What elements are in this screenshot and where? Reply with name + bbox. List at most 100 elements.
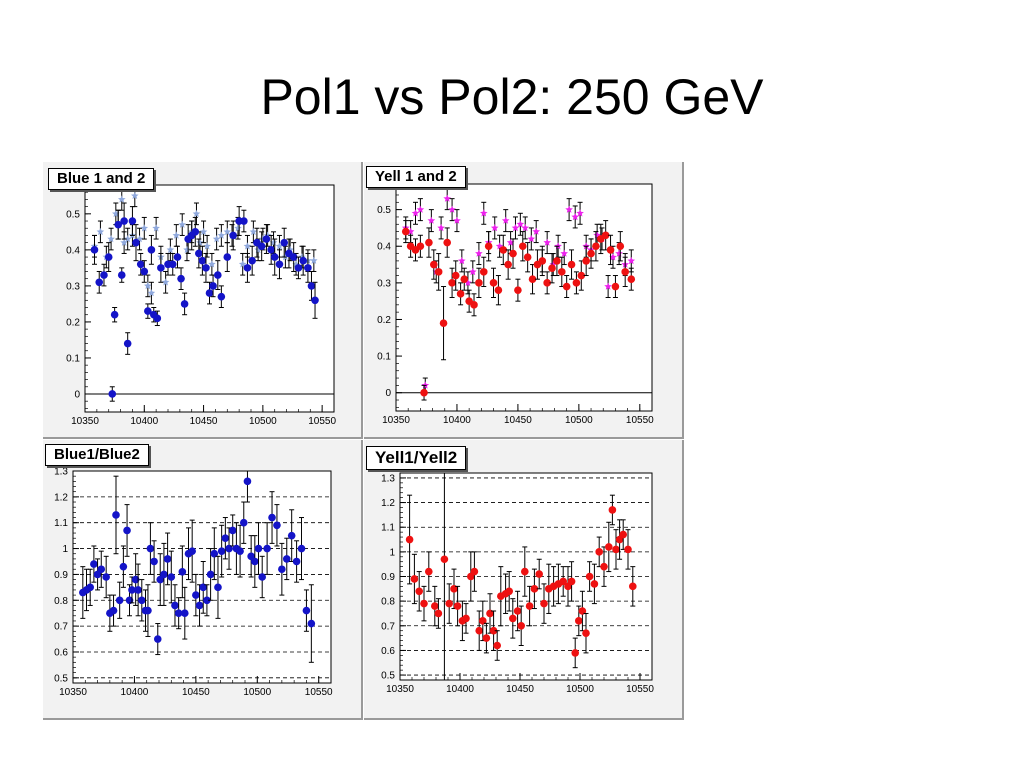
data-point — [619, 530, 627, 539]
data-point — [595, 548, 603, 556]
data-point — [214, 583, 222, 592]
data-point — [161, 278, 170, 286]
data-point — [173, 253, 182, 261]
data-point — [248, 256, 256, 265]
data-point — [516, 220, 525, 228]
data-point — [209, 282, 217, 290]
data-point — [136, 260, 145, 269]
data-point — [530, 585, 539, 593]
x-tick-label: 10500 — [566, 684, 594, 695]
data-point — [571, 649, 579, 657]
data-point — [425, 238, 433, 247]
data-point — [160, 570, 168, 579]
data-point — [506, 238, 515, 246]
data-point — [147, 246, 156, 254]
data-point — [278, 565, 286, 574]
data-point — [490, 223, 499, 232]
data-point — [270, 253, 279, 261]
data-point — [120, 217, 128, 225]
data-point — [289, 253, 298, 261]
data-point — [460, 275, 469, 283]
data-point — [429, 260, 438, 269]
data-point — [302, 606, 311, 615]
data-point — [239, 518, 248, 527]
data-point — [152, 224, 160, 232]
data-point — [199, 583, 208, 592]
data-point — [181, 609, 189, 617]
data-point — [605, 543, 613, 551]
y-tick-label: 1.2 — [54, 492, 68, 503]
data-point — [212, 235, 221, 243]
data-point — [543, 279, 551, 287]
data-point — [192, 591, 200, 599]
data-point — [167, 573, 176, 581]
data-point — [110, 310, 119, 319]
data-point — [192, 209, 201, 218]
data-point — [434, 609, 443, 618]
x-tick-label: 10550 — [308, 416, 336, 427]
data-point — [96, 227, 105, 236]
x-tick-label: 10550 — [626, 415, 654, 426]
data-point — [486, 609, 494, 618]
data-point — [140, 224, 149, 232]
data-point — [251, 557, 259, 566]
chart-title: Blue 1 and 2 — [48, 168, 155, 190]
panel-yell-1-and-2: 0 0.1 0.2 0.3 0.4 0.5 10350 10400 10450 10500 1055… — [364, 162, 684, 439]
y-tick-label: 1.1 — [54, 518, 68, 529]
data-point — [521, 223, 529, 232]
chart-blue1-blue2: 0.5 0.6 0.7 0.8 0.9 1 1.1 1.2 1.3 10350 10400 10450… — [54, 467, 333, 699]
data-point — [557, 268, 566, 276]
data-point — [240, 217, 248, 225]
data-point — [420, 388, 428, 397]
y-tick-label: 0.8 — [54, 596, 68, 607]
data-point — [405, 535, 414, 544]
data-point — [86, 583, 94, 592]
y-tick-label: 0.6 — [381, 646, 395, 657]
data-point — [600, 562, 608, 571]
data-point — [223, 227, 232, 236]
data-point — [475, 279, 483, 287]
data-point — [198, 256, 207, 265]
y-tick-label: 0.5 — [377, 205, 391, 216]
data-point — [90, 246, 99, 254]
data-point — [123, 526, 131, 535]
data-point — [254, 544, 263, 553]
data-point — [540, 599, 548, 608]
data-point — [128, 217, 137, 225]
y-tick-label: 0.5 — [66, 209, 80, 220]
data-point — [243, 242, 252, 250]
data-point — [112, 511, 120, 519]
data-point — [612, 545, 620, 554]
data-point — [575, 617, 583, 625]
chart-title: Blue1/Blue2 — [45, 444, 149, 466]
data-point — [236, 547, 244, 555]
data-point — [153, 314, 162, 323]
data-point — [431, 602, 439, 610]
data-point — [153, 635, 162, 643]
data-point — [401, 227, 410, 236]
data-point — [592, 242, 600, 251]
data-point — [567, 577, 576, 586]
data-point — [559, 577, 567, 586]
data-point — [415, 587, 423, 596]
data-point — [560, 249, 568, 257]
data-point — [420, 599, 428, 608]
data-point — [469, 267, 477, 276]
data-point — [217, 292, 226, 301]
y-tick-label: 0.6 — [54, 647, 68, 658]
data-point — [629, 582, 637, 591]
data-point — [439, 319, 448, 327]
data-point — [199, 227, 208, 236]
data-point — [585, 572, 594, 581]
y-tick-label: 0 — [385, 388, 391, 399]
y-tick-label: 0.5 — [54, 673, 68, 684]
chart-title: Yell1/Yell2 — [366, 446, 467, 470]
data-point — [456, 290, 465, 298]
x-tick-label: 10500 — [565, 415, 593, 426]
data-point — [445, 599, 453, 608]
panel-blue1-blue2: 0.5 0.6 0.7 0.8 0.9 1 1.1 1.2 1.3 10350 10400 10450… — [43, 440, 363, 720]
x-tick-label: 10350 — [382, 415, 410, 426]
data-point — [527, 234, 536, 243]
data-point — [120, 238, 128, 246]
data-point — [501, 216, 510, 224]
